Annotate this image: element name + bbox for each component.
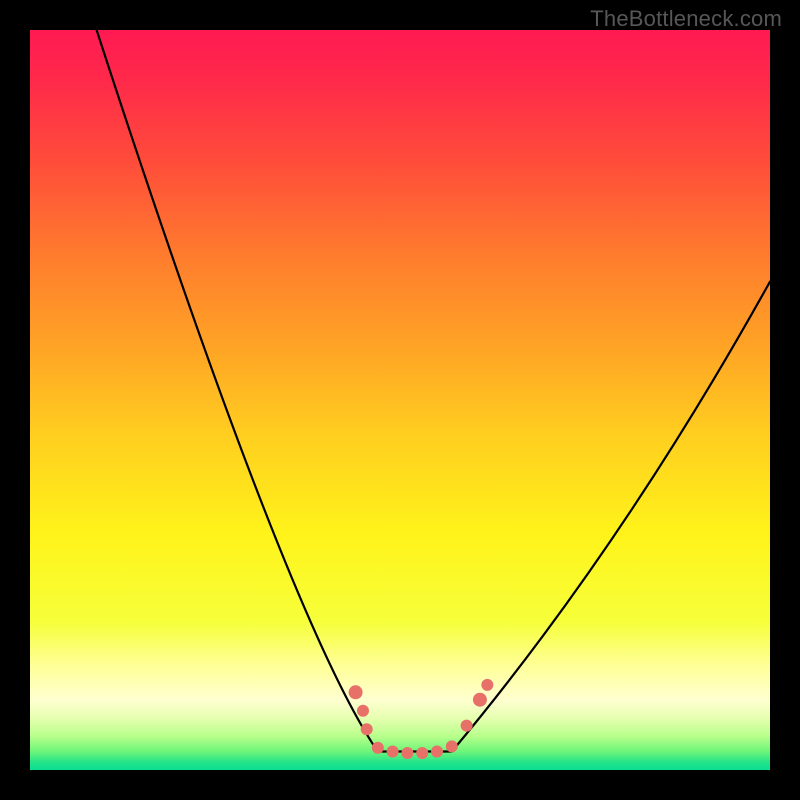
watermark-label: TheBottleneck.com [590, 6, 782, 32]
curve-marker [387, 746, 399, 758]
curve-marker [416, 747, 428, 759]
chart-frame: TheBottleneck.com [0, 0, 800, 800]
curve-marker [473, 693, 487, 707]
gradient-background [30, 30, 770, 770]
curve-marker [349, 685, 363, 699]
curve-marker [461, 720, 473, 732]
curve-marker [481, 679, 493, 691]
curve-marker [372, 742, 384, 754]
curve-marker [431, 746, 443, 758]
curve-marker [361, 723, 373, 735]
curve-marker [357, 705, 369, 717]
curve-marker [446, 740, 458, 752]
curve-marker [401, 747, 413, 759]
bottleneck-chart [0, 0, 800, 800]
